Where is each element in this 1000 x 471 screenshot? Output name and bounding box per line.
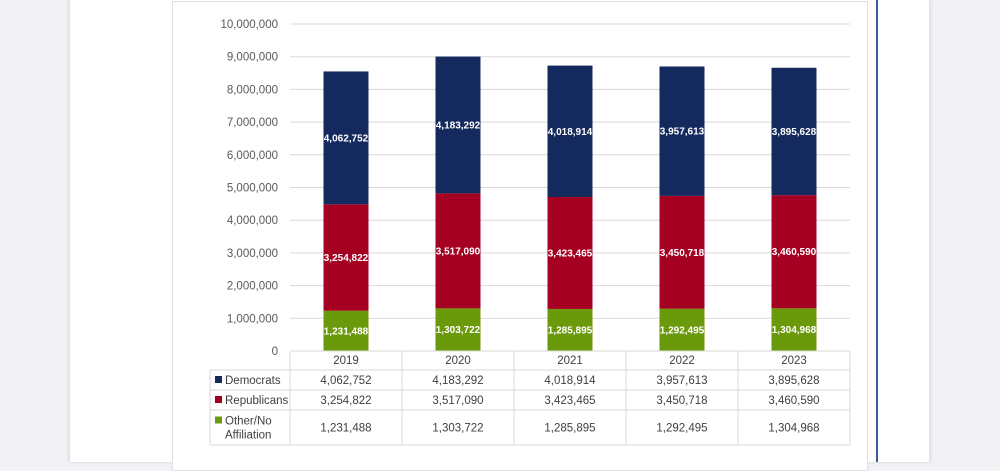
legend-label: Other/No — [225, 416, 272, 428]
bar-segment — [323, 204, 369, 311]
bar-segment — [659, 66, 705, 196]
y-tick-label: 6,000,000 — [227, 150, 278, 162]
bar-data-label: 1,231,488 — [324, 326, 369, 337]
y-tick-label: 7,000,000 — [227, 117, 278, 129]
bar-segment — [771, 308, 817, 351]
table-cell: 4,183,292 — [432, 375, 483, 387]
table-cell: 3,450,718 — [656, 395, 707, 407]
y-tick-label: 9,000,000 — [227, 52, 278, 64]
y-tick-label: 3,000,000 — [227, 248, 278, 260]
bar-data-label: 1,292,495 — [660, 325, 705, 336]
bar-data-label: 4,062,752 — [324, 133, 369, 144]
legend-label: Democrats — [225, 375, 281, 387]
y-tick-label: 10,000,000 — [220, 19, 278, 31]
bar-data-label: 3,254,822 — [324, 253, 369, 264]
x-category-label: 2022 — [669, 355, 695, 367]
bar-data-label: 3,957,613 — [660, 127, 705, 138]
table-cell: 3,517,090 — [432, 395, 483, 407]
bar-segment — [547, 308, 593, 351]
table-cell: 3,460,590 — [768, 395, 819, 407]
x-category-label: 2020 — [445, 355, 471, 367]
bar-data-label: 4,183,292 — [436, 120, 481, 131]
bar-segment — [771, 67, 817, 196]
table-cell: 3,957,613 — [656, 375, 707, 387]
legend-label: Affiliation — [225, 430, 271, 442]
legend-key — [215, 416, 222, 424]
bar-segment — [435, 193, 481, 309]
y-tick-label: 5,000,000 — [227, 183, 278, 195]
bar-data-label: 3,460,590 — [772, 247, 817, 258]
bar-data-label: 3,423,465 — [548, 248, 593, 259]
table-cell: 1,231,488 — [320, 423, 371, 435]
bar-segment — [771, 195, 817, 309]
table-cell: 1,303,722 — [432, 423, 483, 435]
x-category-label: 2023 — [781, 355, 807, 367]
bars: 1,231,488 3,254,822 4,062,752 1,303,722 3,51… — [323, 56, 817, 351]
table-cell: 1,304,968 — [768, 423, 819, 435]
y-tick-label: 4,000,000 — [227, 215, 278, 227]
y-tick-label: 8,000,000 — [227, 84, 278, 96]
bar-data-label: 3,450,718 — [660, 248, 705, 259]
bar-segment — [659, 308, 705, 351]
table-cell: 4,018,914 — [544, 375, 596, 387]
bar-segment — [547, 197, 593, 309]
bar-data-label: 4,018,914 — [548, 127, 593, 138]
bar-segment — [547, 65, 593, 198]
y-tick-label: 0 — [272, 346, 278, 358]
legend-key — [215, 396, 222, 403]
table-cell: 3,423,465 — [544, 395, 595, 407]
bar-data-label: 3,895,628 — [772, 127, 817, 138]
chart-frame — [172, 1, 868, 471]
table-cell: 3,254,822 — [320, 395, 371, 407]
bar-segment — [435, 56, 481, 194]
table-cell: 4,062,752 — [320, 375, 371, 387]
bar-segment — [435, 308, 481, 351]
y-tick-label: 1,000,000 — [227, 313, 278, 325]
bar-segment — [323, 310, 369, 351]
bar-data-label: 1,285,895 — [548, 325, 593, 336]
table-cell: 1,285,895 — [544, 423, 595, 435]
x-category-label: 2021 — [557, 355, 583, 367]
table-cell: 1,292,495 — [656, 423, 707, 435]
x-category-label: 2019 — [333, 355, 359, 367]
table-cell: 3,895,628 — [768, 375, 819, 387]
legend-label: Republicans — [225, 395, 289, 407]
page-margin-rule — [876, 0, 878, 462]
y-axis: 0 1,000,000 2,000,000 3,000,000 4,000,000 5,0… — [220, 19, 278, 358]
bar-data-label: 1,304,968 — [772, 325, 817, 336]
bar-segment — [659, 195, 705, 309]
bar-data-label: 3,517,090 — [436, 246, 481, 257]
data-table: 2019 2020 2021 2022 2023 Democrats 4,062,752 4,… — [209, 350, 851, 446]
legend-key — [215, 376, 222, 383]
bar-segment — [323, 71, 369, 205]
y-tick-label: 2,000,000 — [227, 281, 278, 293]
bar-data-label: 1,303,722 — [436, 325, 481, 336]
